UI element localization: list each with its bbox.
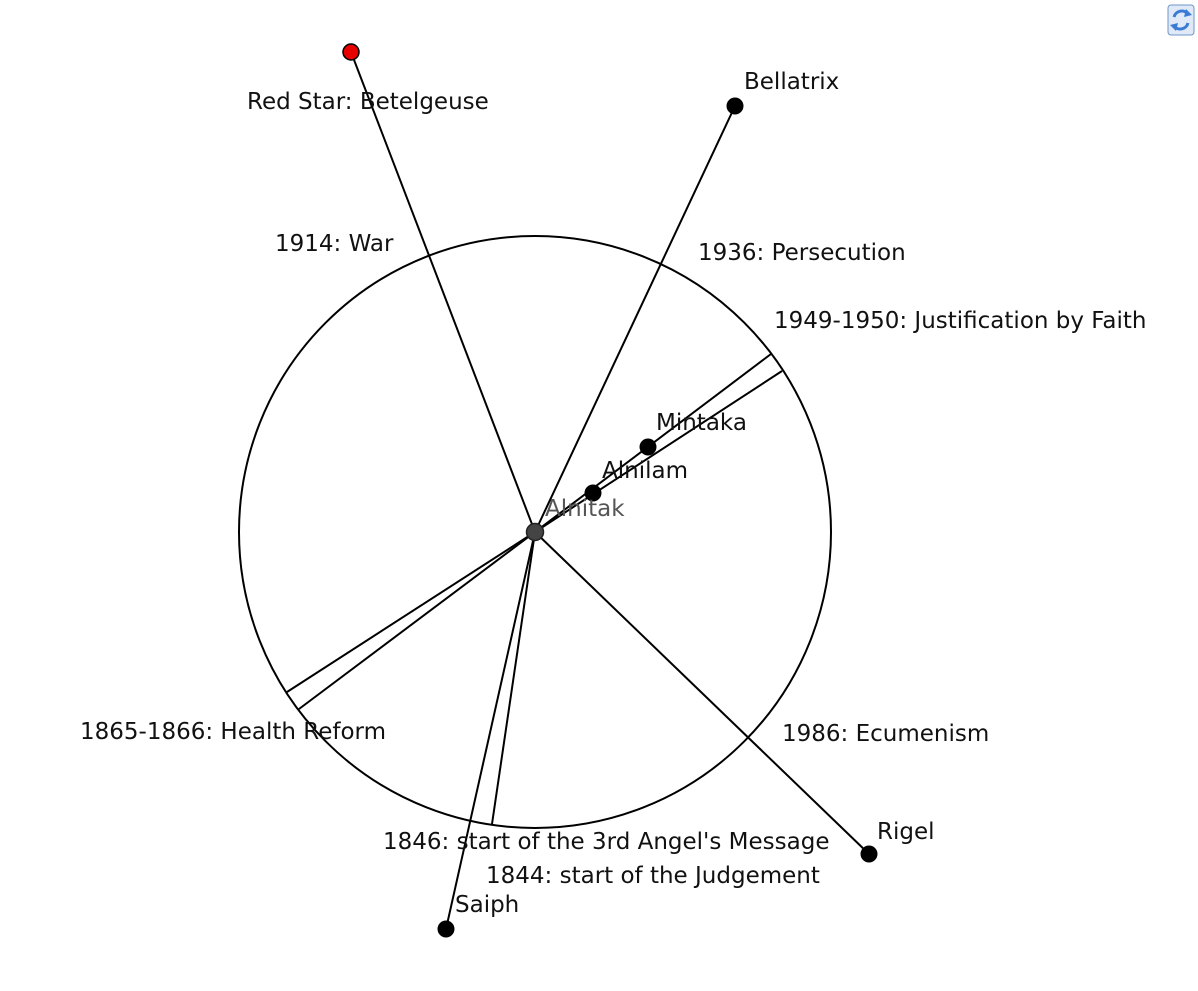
star-mintaka	[639, 438, 657, 456]
label-rigel: Rigel	[877, 819, 935, 845]
line-justification-b	[534, 370, 783, 533]
star-alnitak	[525, 522, 545, 542]
event-1949: 1949-1950: Justification by Faith	[774, 308, 1147, 334]
label-betelgeuse: Red Star: Betelgeuse	[247, 89, 489, 115]
line-rigel	[534, 531, 870, 855]
line-judgement	[491, 531, 536, 825]
label-bellatrix: Bellatrix	[744, 69, 839, 95]
star-bellatrix	[726, 97, 744, 115]
line-health-a	[286, 531, 536, 693]
event-1936: 1936: Persecution	[698, 240, 906, 266]
label-mintaka: Mintaka	[656, 410, 747, 436]
refresh-icon	[1167, 4, 1195, 36]
event-1986: 1986: Ecumenism	[782, 721, 989, 747]
star-betelgeuse	[342, 43, 360, 61]
time-circle	[238, 235, 832, 829]
line-betelgeuse	[350, 51, 536, 533]
label-alnilam: Alnilam	[602, 458, 688, 484]
star-saiph	[437, 920, 455, 938]
line-bellatrix	[534, 105, 736, 533]
label-saiph: Saiph	[455, 892, 519, 918]
event-1844: 1844: start of the Judgement	[486, 863, 820, 889]
star-alnilam	[584, 484, 602, 502]
event-1914: 1914: War	[275, 231, 394, 257]
event-1846: 1846: start of the 3rd Angel's Message	[383, 829, 829, 855]
line-saiph	[445, 531, 536, 930]
event-1865: 1865-1866: Health Reform	[80, 719, 386, 745]
label-alnitak: Alnitak	[545, 496, 625, 522]
refresh-button[interactable]	[1166, 2, 1196, 38]
star-rigel	[860, 845, 878, 863]
line-health-b	[298, 531, 536, 710]
